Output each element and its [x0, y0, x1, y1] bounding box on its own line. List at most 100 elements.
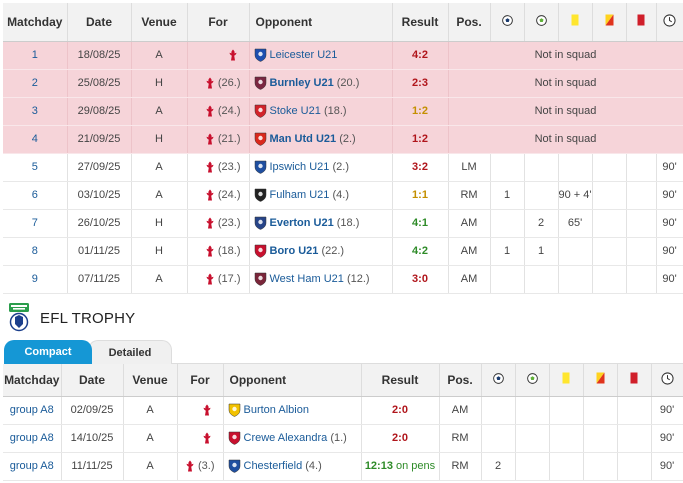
for-cell[interactable]: [177, 424, 224, 453]
matchday-cell[interactable]: 9: [3, 265, 68, 294]
matchday-cell[interactable]: 7: [3, 209, 68, 238]
matchday-cell[interactable]: 3: [3, 97, 68, 126]
opponent-name[interactable]: Chesterfield: [243, 459, 303, 472]
for-cell[interactable]: (23.): [187, 209, 250, 238]
result-cell[interactable]: 1:2: [392, 97, 449, 126]
opponent-cell[interactable]: Chesterfield (4.): [223, 452, 362, 481]
header-opponent[interactable]: Opponent: [249, 3, 393, 42]
opponent-name[interactable]: Boro U21: [269, 244, 319, 257]
opponent-cell[interactable]: Burnley U21 (20.): [249, 69, 393, 98]
header-for[interactable]: For: [187, 3, 250, 42]
table-row[interactable]: 5 27/09/25 A (23.) Ipswich U21 (2.) 3:2 LM 90': [3, 153, 683, 182]
for-cell[interactable]: (3.): [177, 452, 224, 481]
header-red-card[interactable]: [626, 3, 657, 42]
result-cell[interactable]: 2:0: [361, 424, 440, 453]
opponent-cell[interactable]: Crewe Alexandra (1.): [223, 424, 362, 453]
table-row[interactable]: 4 21/09/25 H (21.) Man Utd U21 (2.) 1:2 Not in…: [3, 125, 683, 154]
for-cell[interactable]: (23.): [187, 153, 250, 182]
header-result[interactable]: Result: [361, 364, 440, 397]
opponent-cell[interactable]: West Ham U21 (12.): [249, 265, 393, 294]
result-cell[interactable]: 2:0: [361, 396, 440, 425]
header-date[interactable]: Date: [61, 364, 124, 397]
opponent-cell[interactable]: Leicester U21: [249, 41, 393, 70]
result-cell[interactable]: 3:2: [392, 153, 449, 182]
header-second-yellow[interactable]: [583, 364, 618, 397]
tab-detailed[interactable]: Detailed: [88, 340, 172, 364]
tab-compact[interactable]: Compact: [4, 340, 92, 364]
header-yellow-card[interactable]: [549, 364, 584, 397]
for-cell[interactable]: (26.): [187, 69, 250, 98]
table-row[interactable]: group A8 02/09/25 A Burton Albion 2:0 AM 90': [3, 396, 683, 425]
for-cell[interactable]: (18.): [187, 237, 250, 266]
header-goals[interactable]: [490, 3, 525, 42]
result-cell[interactable]: 3:0: [392, 265, 449, 294]
result-cell[interactable]: 12:13 on pens: [361, 452, 440, 481]
header-goals[interactable]: [481, 364, 516, 397]
opponent-cell[interactable]: Stoke U21 (18.): [249, 97, 393, 126]
opponent-name[interactable]: Man Utd U21: [269, 132, 337, 145]
table-row[interactable]: 2 25/08/25 H (26.) Burnley U21 (20.) 2:3 Not i…: [3, 69, 683, 98]
opponent-name[interactable]: Ipswich U21: [269, 160, 330, 173]
header-assists[interactable]: [515, 364, 550, 397]
header-second-yellow[interactable]: [592, 3, 627, 42]
header-assists[interactable]: [524, 3, 559, 42]
header-for[interactable]: For: [177, 364, 224, 397]
opponent-name[interactable]: Crewe Alexandra: [243, 431, 328, 444]
table-row[interactable]: group A8 11/11/25 A (3.) Chesterfield (4.) 12…: [3, 452, 683, 481]
matchday-cell[interactable]: group A8: [3, 424, 62, 453]
table-row[interactable]: 6 03/10/25 A (24.) Fulham U21 (4.) 1:1 RM 1 90 +…: [3, 181, 683, 210]
opponent-cell[interactable]: Everton U21 (18.): [249, 209, 393, 238]
header-result[interactable]: Result: [392, 3, 449, 42]
result-cell[interactable]: 2:3: [392, 69, 449, 98]
result-cell[interactable]: 4:2: [392, 41, 449, 70]
table-row[interactable]: 1 18/08/25 A Leicester U21 4:2 Not in squad: [3, 41, 683, 70]
matchday-cell[interactable]: 8: [3, 237, 68, 266]
opponent-name[interactable]: Everton U21: [269, 216, 334, 229]
table-row[interactable]: group A8 14/10/25 A Crewe Alexandra (1.) 2:0…: [3, 424, 683, 453]
opponent-cell[interactable]: Fulham U21 (4.): [249, 181, 393, 210]
result-cell[interactable]: 4:2: [392, 237, 449, 266]
opponent-cell[interactable]: Man Utd U21 (2.): [249, 125, 393, 154]
header-yellow-card[interactable]: [558, 3, 593, 42]
header-matchday[interactable]: Matchday: [3, 364, 62, 397]
header-date[interactable]: Date: [67, 3, 132, 42]
opponent-name[interactable]: Leicester U21: [269, 48, 338, 61]
opponent-name[interactable]: Fulham U21: [269, 188, 330, 201]
header-pos[interactable]: Pos.: [448, 3, 491, 42]
matchday-cell[interactable]: 2: [3, 69, 68, 98]
matchday-cell[interactable]: group A8: [3, 452, 62, 481]
matchday-cell[interactable]: 6: [3, 181, 68, 210]
for-cell[interactable]: (21.): [187, 125, 250, 154]
matchday-cell[interactable]: 5: [3, 153, 68, 182]
opponent-cell[interactable]: Ipswich U21 (2.): [249, 153, 393, 182]
header-red-card[interactable]: [617, 364, 652, 397]
header-pos[interactable]: Pos.: [439, 364, 482, 397]
for-cell[interactable]: (24.): [187, 97, 250, 126]
result-cell[interactable]: 1:1: [392, 181, 449, 210]
opponent-cell[interactable]: Boro U21 (22.): [249, 237, 393, 266]
opponent-name[interactable]: Burnley U21: [269, 76, 334, 89]
table-row[interactable]: 7 26/10/25 H (23.) Everton U21 (18.) 4:1 AM 2 65…: [3, 209, 683, 238]
table-row[interactable]: 8 01/11/25 H (18.) Boro U21 (22.) 4:2 AM 1 1 90': [3, 237, 683, 266]
opponent-name[interactable]: Stoke U21: [269, 104, 321, 117]
table-row[interactable]: 3 29/08/25 A (24.) Stoke U21 (18.) 1:2 Not in …: [3, 97, 683, 126]
matchday-cell[interactable]: 1: [3, 41, 68, 70]
table-row[interactable]: 9 07/11/25 A (17.) West Ham U21 (12.) 3:0 AM 90…: [3, 265, 683, 294]
result-cell[interactable]: 1:2: [392, 125, 449, 154]
for-cell[interactable]: [177, 396, 224, 425]
header-opponent[interactable]: Opponent: [223, 364, 362, 397]
opponent-name[interactable]: West Ham U21: [269, 272, 344, 285]
for-cell[interactable]: (24.): [187, 181, 250, 210]
header-minutes[interactable]: [656, 3, 683, 42]
for-cell[interactable]: (17.): [187, 265, 250, 294]
matchday-cell[interactable]: group A8: [3, 396, 62, 425]
for-cell[interactable]: [187, 41, 250, 70]
result-cell[interactable]: 4:1: [392, 209, 449, 238]
header-minutes[interactable]: [651, 364, 683, 397]
opponent-name[interactable]: Burton Albion: [243, 403, 309, 416]
header-matchday[interactable]: Matchday: [3, 3, 68, 42]
matchday-cell[interactable]: 4: [3, 125, 68, 154]
opponent-cell[interactable]: Burton Albion: [223, 396, 362, 425]
header-venue[interactable]: Venue: [131, 3, 188, 42]
header-venue[interactable]: Venue: [123, 364, 178, 397]
